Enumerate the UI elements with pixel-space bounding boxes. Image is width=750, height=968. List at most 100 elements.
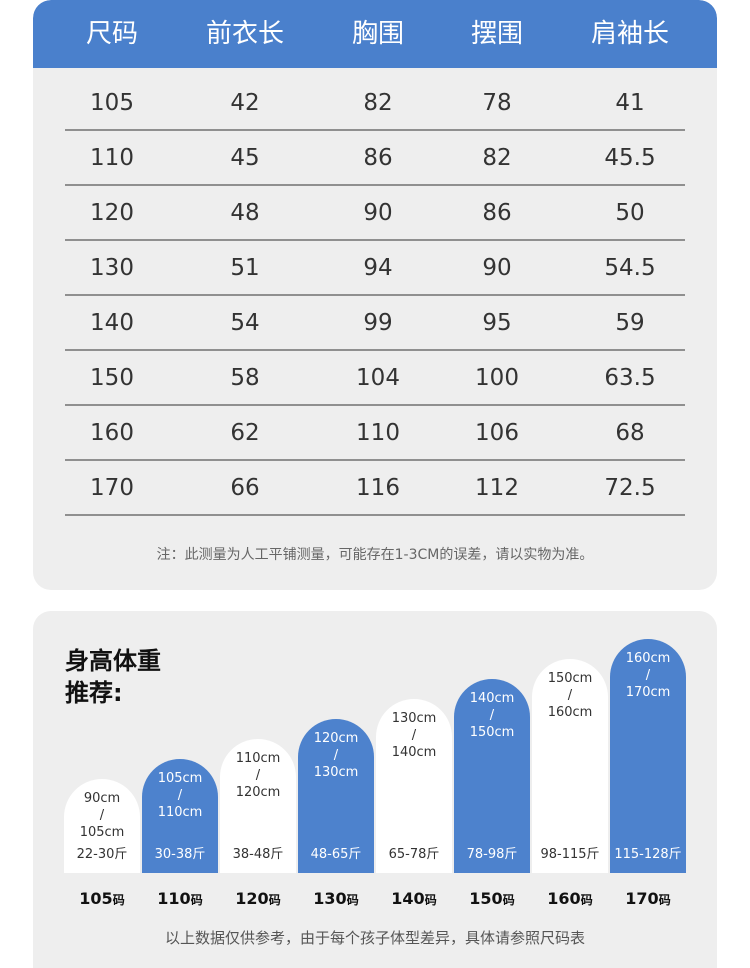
table-cell: 110 (356, 420, 400, 446)
table-cell: 90 (363, 200, 393, 226)
recommendation-title-line1: 身高体重 (65, 647, 161, 675)
table-cell: 41 (615, 90, 645, 116)
height-range-line: 160cm (547, 705, 593, 720)
height-range-line: 130cm (313, 765, 359, 780)
height-range-line: / (177, 788, 183, 803)
size-step-pill: 130cm / 140cm 65-78斤 (376, 699, 452, 873)
size-number: 170 (625, 889, 659, 908)
height-range-line: 130cm (391, 711, 437, 726)
header-chest: 胸围 (351, 19, 405, 49)
height-range-line: 120cm (313, 731, 359, 746)
weight-range: 48-65斤 (310, 847, 362, 862)
table-cell: 51 (230, 255, 260, 281)
height-range-line: / (411, 728, 417, 743)
table-cell: 62 (230, 420, 260, 446)
table-cell: 150 (90, 365, 134, 391)
table-cell: 82 (363, 90, 393, 116)
height-range-line: / (489, 708, 495, 723)
size-unit: 码 (190, 893, 203, 907)
size-table-header: 尺码 前衣长 胸围 摆围 肩袖长 (33, 0, 717, 68)
size-number: 110 (157, 889, 191, 908)
size-label: 150码 (454, 889, 530, 908)
height-range-line: 105cm (79, 825, 125, 840)
table-cell: 90 (482, 255, 512, 281)
table-row: 130 51 94 90 54.5 (65, 239, 685, 296)
recommendation-title-line2: 推荐: (65, 679, 123, 707)
table-cell: 112 (475, 475, 519, 501)
height-range: 120cm / 130cm (298, 730, 374, 781)
table-cell: 104 (356, 365, 400, 391)
height-range-line: 150cm (469, 725, 515, 740)
table-cell: 59 (615, 310, 645, 336)
table-cell: 42 (230, 90, 260, 116)
height-range: 130cm / 140cm (376, 710, 452, 761)
table-cell: 78 (482, 90, 512, 116)
table-cell: 105 (90, 90, 134, 116)
size-step-pill: 150cm / 160cm 98-115斤 (532, 659, 608, 873)
table-cell: 54 (230, 310, 260, 336)
height-range-line: 120cm (235, 785, 281, 800)
height-range-line: / (333, 748, 339, 763)
table-cell: 68 (615, 420, 645, 446)
table-cell: 116 (356, 475, 400, 501)
weight-range: 22-30斤 (76, 847, 128, 862)
size-unit: 码 (658, 893, 671, 907)
size-label: 170码 (610, 889, 686, 908)
height-range-line: 105cm (157, 771, 203, 786)
table-cell: 95 (482, 310, 512, 336)
table-cell: 86 (482, 200, 512, 226)
header-front-length: 前衣长 (205, 19, 285, 49)
size-unit: 码 (268, 893, 281, 907)
size-label: 105码 (64, 889, 140, 908)
recommendation-note: 以上数据仅供参考，由于每个孩子体型差异，具体请参照尺码表 (164, 929, 585, 947)
height-range-line: / (567, 688, 573, 703)
table-cell: 58 (230, 365, 260, 391)
size-label: 130码 (298, 889, 374, 908)
height-range-line: 160cm (625, 651, 671, 666)
table-cell: 45.5 (604, 145, 656, 171)
table-row: 160 62 110 106 68 (65, 404, 685, 461)
table-row: 150 58 104 100 63.5 (65, 349, 685, 406)
table-cell: 94 (363, 255, 393, 281)
size-number: 160 (547, 889, 581, 908)
size-unit: 码 (112, 893, 125, 907)
size-unit: 码 (424, 893, 437, 907)
size-step-pill: 120cm / 130cm 48-65斤 (298, 719, 374, 873)
measurement-note: 注：此测量为人工平铺测量，可能存在1-3CM的误差，请以实物为准。 (156, 547, 594, 563)
height-range-line: 150cm (547, 671, 593, 686)
height-range-line: / (255, 768, 261, 783)
table-cell: 130 (90, 255, 134, 281)
header-hem: 摆围 (470, 19, 524, 49)
size-number: 150 (469, 889, 503, 908)
height-range: 160cm / 170cm (610, 650, 686, 701)
recommendation-card: 身高体重 推荐: 90cm/105cm 22-30斤 105码 105cm/110cm… (33, 611, 717, 968)
table-cell: 50 (615, 200, 645, 226)
table-cell: 99 (363, 310, 393, 336)
recommendation-title: 身高体重 推荐: (65, 645, 161, 709)
table-cell: 63.5 (604, 365, 656, 391)
header-shoulder-sleeve: 肩袖长 (590, 19, 670, 49)
table-cell: 45 (230, 145, 260, 171)
size-unit: 码 (502, 893, 515, 907)
weight-range: 65-78斤 (388, 847, 440, 862)
size-unit: 码 (346, 893, 359, 907)
size-label: 160码 (532, 889, 608, 908)
weight-range: 38-48斤 (232, 847, 284, 862)
table-row: 105 42 82 78 41 (65, 74, 685, 131)
weight-range: 78-98斤 (466, 847, 518, 862)
size-label: 110码 (142, 889, 218, 908)
height-range: 90cm / 105cm (64, 790, 140, 841)
height-range: 150cm / 160cm (532, 670, 608, 721)
table-cell: 140 (90, 310, 134, 336)
height-range-line: 90cm (83, 791, 121, 806)
size-label: 120码 (220, 889, 296, 908)
height-range-line: / (645, 668, 651, 683)
table-row: 140 54 99 95 59 (65, 294, 685, 351)
size-number: 120 (235, 889, 269, 908)
size-step-pill: 110cm / 120cm 38-48斤 (220, 739, 296, 873)
height-range-line: 110cm (235, 751, 281, 766)
table-cell: 54.5 (604, 255, 656, 281)
table-cell: 66 (230, 475, 260, 501)
table-cell: 170 (90, 475, 134, 501)
table-cell: 82 (482, 145, 512, 171)
